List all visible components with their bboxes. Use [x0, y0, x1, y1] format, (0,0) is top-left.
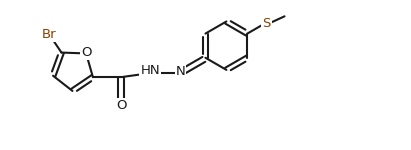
- Text: Br: Br: [42, 28, 56, 41]
- Text: O: O: [81, 46, 91, 59]
- Text: S: S: [262, 17, 270, 30]
- Text: HN: HN: [141, 64, 160, 77]
- Text: O: O: [116, 99, 127, 112]
- Text: N: N: [175, 65, 185, 78]
